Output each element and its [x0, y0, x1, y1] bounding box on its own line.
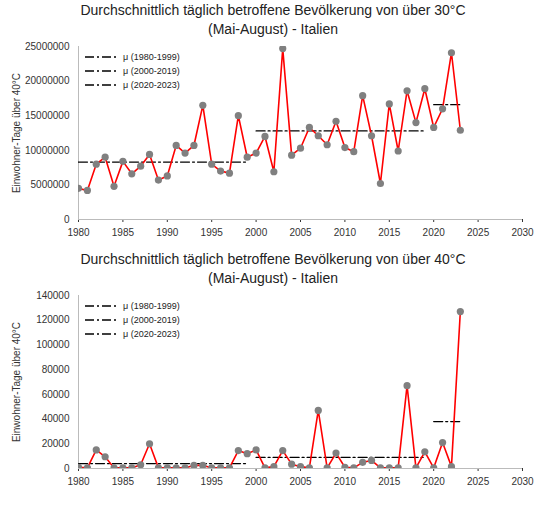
svg-text:2030: 2030: [511, 476, 534, 487]
html-text:(Mai-August) - Italien: (Mai-August) - Italien: [208, 270, 338, 286]
svg-text:0: 0: [64, 463, 70, 474]
svg-text:2005: 2005: [289, 227, 312, 238]
svg-text:2000: 2000: [245, 227, 268, 238]
svg-text:1980: 1980: [67, 476, 90, 487]
svg-text:60000: 60000: [42, 389, 70, 400]
svg-text:1990: 1990: [156, 227, 179, 238]
svg-text:2015: 2015: [378, 227, 401, 238]
html-text:μ (2020-2023): μ (2020-2023): [123, 80, 180, 90]
svg-text:2010: 2010: [334, 227, 357, 238]
svg-text:Einwohner-Tage über 40°C: Einwohner-Tage über 40°C: [11, 73, 22, 193]
html-text:Durchschnittlich täglich betro: Durchschnittlich täglich betroffene Bevö…: [80, 251, 466, 267]
svg-text:120000: 120000: [36, 314, 70, 325]
svg-text:20000: 20000: [42, 438, 70, 449]
svg-text:2010: 2010: [334, 476, 357, 487]
svg-text:15000000: 15000000: [25, 110, 70, 121]
svg-text:2020: 2020: [423, 476, 446, 487]
svg-text:10000000: 10000000: [25, 145, 70, 156]
svg-text:1990: 1990: [156, 476, 179, 487]
html-text:μ (2020-2023): μ (2020-2023): [123, 329, 180, 339]
svg-text:2020: 2020: [423, 227, 446, 238]
html-text:μ (1980-1999): μ (1980-1999): [123, 52, 180, 62]
svg-text:1995: 1995: [201, 476, 224, 487]
svg-text:Einwohner-Tage über 40°C: Einwohner-Tage über 40°C: [11, 322, 22, 442]
svg-text:2000: 2000: [245, 476, 268, 487]
svg-text:1985: 1985: [112, 227, 135, 238]
svg-text:100000: 100000: [36, 339, 70, 350]
svg-text:1980: 1980: [67, 227, 90, 238]
svg-text:2025: 2025: [467, 476, 490, 487]
svg-text:20000000: 20000000: [25, 75, 70, 86]
svg-text:2005: 2005: [289, 476, 312, 487]
svg-text:80000: 80000: [42, 364, 70, 375]
svg-text:1995: 1995: [201, 227, 224, 238]
svg-text:1985: 1985: [112, 476, 135, 487]
html-text:μ (2000-2019): μ (2000-2019): [123, 66, 180, 76]
html-text:μ (1980-1999): μ (1980-1999): [123, 301, 180, 311]
svg-text:2025: 2025: [467, 227, 490, 238]
svg-text:0: 0: [64, 214, 70, 225]
html-text:μ (2000-2019): μ (2000-2019): [123, 315, 180, 325]
html-text:(Mai-August) - Italien: (Mai-August) - Italien: [208, 21, 338, 37]
html-text:Durchschnittlich täglich betro: Durchschnittlich täglich betroffene Bevö…: [80, 2, 466, 18]
svg-text:2030: 2030: [511, 227, 534, 238]
svg-text:5000000: 5000000: [31, 179, 70, 190]
svg-text:2015: 2015: [378, 476, 401, 487]
svg-text:140000: 140000: [36, 290, 70, 301]
svg-text:40000: 40000: [42, 413, 70, 424]
svg-text:25000000: 25000000: [25, 41, 70, 52]
